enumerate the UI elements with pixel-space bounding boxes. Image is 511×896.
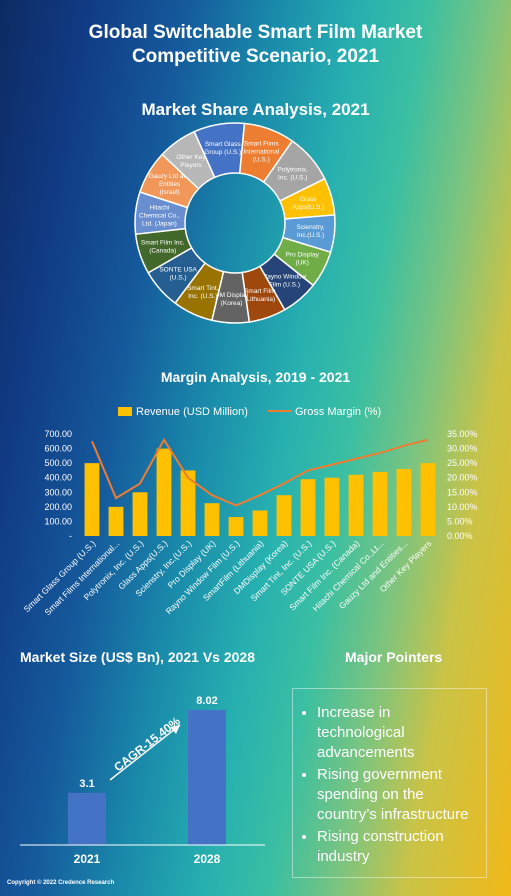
donut-slice-label: Pro Display (UK) <box>286 251 320 266</box>
donut-slice-label: SONTE USA (U.S.) <box>159 266 197 281</box>
left-axis-tick-label: 500.00 <box>44 458 72 468</box>
donut-slice-label: Smart Glass Group (U.S.) <box>204 141 241 156</box>
margin-analysis-chart: Revenue (USD Million) Gross Margin (%) 700… <box>22 406 478 617</box>
revenue-bar <box>420 463 436 536</box>
left-axis-tick-label: 400.00 <box>44 473 72 483</box>
page-title-line-2: Competitive Scenario, 2021 <box>131 46 380 67</box>
margin-chart-title: Margin Analysis, 2019 - 2021 <box>160 369 351 385</box>
left-axis-tick-label: 200.00 <box>44 502 72 512</box>
donut-slice-label: Smart Film Inc. (Canada) <box>141 240 185 255</box>
left-axis-tick-label: 700.00 <box>44 429 72 439</box>
revenue-bar <box>300 479 316 536</box>
pie-chart-title: Market Share Analysis, 2021 <box>141 100 370 119</box>
legend-swatch-revenue <box>118 407 132 416</box>
right-axis-tick-label: 35.00% <box>447 429 478 439</box>
donut-slice-label: Hitachi Chemical Co., Ltd. (Japan) <box>139 204 180 227</box>
copyright-text: Copyright © 2022 Credence Research <box>7 880 115 886</box>
revenue-bar <box>348 474 364 536</box>
right-axis-tick-label: 25.00% <box>447 458 478 468</box>
donut-slice-label: Glass Apps(U.S.) <box>292 196 324 211</box>
revenue-bar <box>372 471 388 536</box>
revenue-bar <box>132 492 148 536</box>
cagr-arrow-line <box>109 724 181 781</box>
right-axis-tick-label: 15.00% <box>447 487 478 497</box>
cagr-label: CAGR-15.40% <box>111 714 183 775</box>
donut-slice <box>161 130 216 190</box>
left-axis-tick-label: 300.00 <box>44 487 72 497</box>
donut-slice-label: Gauzy Ltd and Entities (Israel) <box>148 173 191 196</box>
market-size-year-label: 2021 <box>74 852 101 866</box>
gross-margin-line <box>91 437 429 507</box>
revenue-bar <box>180 470 196 536</box>
right-axis-tick-label: 20.00% <box>447 473 478 483</box>
market-size-bar <box>188 710 226 845</box>
left-axis-tick-label: - <box>69 531 72 541</box>
revenue-bar <box>84 463 100 536</box>
revenue-bar <box>204 503 220 536</box>
legend-label-margin: Gross Margin (%) <box>295 406 381 418</box>
right-axis-tick-label: 30.00% <box>447 444 478 454</box>
page-title-line-1: Global Switchable Smart Film Market <box>88 22 423 43</box>
market-size-chart: 3.1 2021 8.02 2028 CAGR-15.40% <box>20 695 265 866</box>
donut-slice-label: Scienstry, Inc.(U.S.) <box>297 224 325 239</box>
revenue-bar <box>108 506 124 536</box>
revenue-bar <box>324 477 340 536</box>
market-size-value-label: 8.02 <box>196 695 217 707</box>
right-axis-tick-label: 10.00% <box>447 502 478 512</box>
cagr-arrow-head <box>170 725 180 734</box>
pointer-item: Rising government spending on the countr… <box>317 765 480 825</box>
donut-slice-label: Smart Film (Lithuania) <box>244 288 275 303</box>
donut-slice-label: DM Display (Korea) <box>215 292 249 307</box>
market-size-value-label: 3.1 <box>79 778 94 790</box>
revenue-bar <box>156 448 172 536</box>
donut-slice-label: Rayno Window Film (U.S.) <box>263 274 307 289</box>
revenue-bar <box>276 495 292 536</box>
left-axis-tick-label: 100.00 <box>44 516 72 526</box>
market-size-title: Market Size (US$ Bn), 2021 Vs 2028 <box>20 649 256 665</box>
donut-slice-label: Smart Films International (U.S.) <box>243 141 279 164</box>
right-axis-tick-label: 0.00% <box>447 531 473 541</box>
donut-slice-label: Other Key Players <box>176 154 206 169</box>
pointer-item: Increase in technological advancements <box>317 703 480 763</box>
market-share-donut-chart: Smart Glass Group (U.S.)Smart Films Intern… <box>134 122 336 324</box>
major-pointers-box: Increase in technological advancements R… <box>292 688 487 878</box>
revenue-bar <box>396 468 412 536</box>
major-pointers-list: Increase in technological advancements R… <box>293 689 486 867</box>
revenue-bar <box>228 517 244 536</box>
revenue-bar <box>252 510 268 536</box>
pointer-item: Rising construction industry <box>317 827 480 867</box>
right-axis-tick-label: 5.00% <box>447 516 473 526</box>
donut-slice-label: Smart Tint, Inc. (U.S.) <box>187 285 219 300</box>
donut-slice-label: Polytronix, Inc. (U.S.) <box>278 167 309 182</box>
market-size-year-label: 2028 <box>194 852 221 866</box>
left-axis-tick-label: 600.00 <box>44 444 72 454</box>
market-size-bar <box>68 792 106 845</box>
major-pointers-title: Major Pointers <box>345 649 443 665</box>
legend-label-revenue: Revenue (USD Million) <box>136 406 248 418</box>
